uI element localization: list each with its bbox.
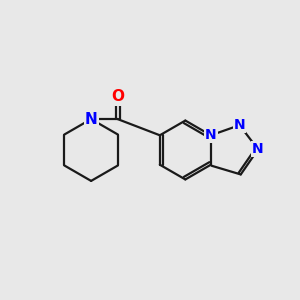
Text: N: N (252, 142, 264, 156)
Text: O: O (111, 89, 124, 104)
Text: N: N (234, 118, 245, 132)
Text: N: N (205, 128, 217, 142)
Text: N: N (85, 112, 98, 127)
